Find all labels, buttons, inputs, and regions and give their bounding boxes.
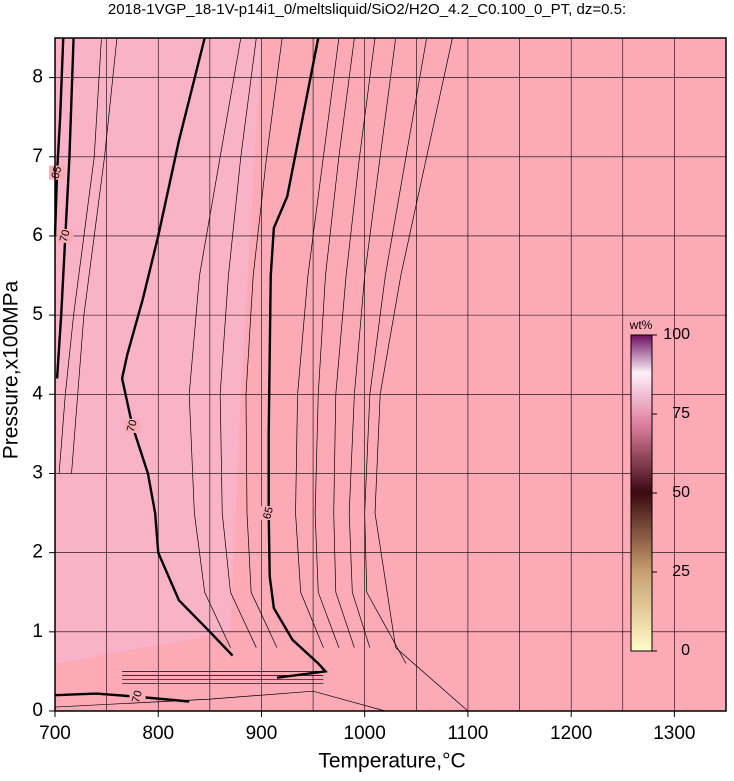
contour-label: 70	[58, 228, 73, 243]
contour-line	[53, 37, 65, 236]
contour-line	[364, 37, 427, 664]
y-tick-label: 0	[32, 700, 43, 721]
y-tick-label: 1	[32, 621, 43, 642]
y-tick-label: 4	[32, 383, 43, 404]
contour-line	[54, 692, 190, 703]
contour-label-bg	[124, 418, 141, 433]
contour-line	[333, 37, 376, 648]
contour-label-bg	[57, 228, 74, 243]
contour-line	[267, 37, 328, 679]
colorbar-tick-label: 25	[672, 563, 690, 580]
contour-line	[188, 37, 242, 648]
chart-title: 2018-1VGP_18-1V-p14i1_0/meltsliquid/SiO2…	[108, 1, 626, 18]
x-tick-label: 900	[246, 723, 278, 744]
y-tick-label: 6	[32, 225, 43, 246]
colorbar-tick-label: 75	[672, 405, 690, 422]
colorbar-tick-label: 50	[672, 484, 690, 501]
x-tick-label: 1300	[653, 723, 695, 744]
y-tick-label: 7	[32, 146, 43, 167]
x-tick-label: 800	[142, 723, 174, 744]
contour-label-bg	[49, 165, 66, 180]
contour-label: 70	[125, 418, 140, 433]
plot-frame	[54, 37, 727, 712]
x-tick-label: 700	[39, 723, 71, 744]
x-axis-label: Temperature,°C	[318, 750, 465, 773]
contour-label: 70	[130, 689, 145, 704]
x-tick-label: 1000	[344, 723, 386, 744]
contour-line	[54, 690, 386, 712]
colorbar-tick-label: 0	[681, 642, 690, 659]
y-axis-label: Pressure,x100MPa	[0, 280, 23, 459]
contour-line	[348, 37, 397, 648]
contour-line	[314, 37, 355, 648]
contour-line	[295, 37, 340, 648]
contour-line	[219, 37, 257, 648]
contour-line	[245, 37, 283, 648]
contour-line	[71, 37, 118, 474]
contour-label: 65	[50, 165, 65, 180]
x-tick-label: 1200	[550, 723, 592, 744]
y-tick-label: 2	[32, 542, 43, 563]
colorbar	[630, 334, 653, 652]
colorbar-label: wt%	[629, 318, 653, 332]
x-tick-label: 1100	[447, 723, 488, 744]
colorbar-tick-label: 100	[663, 326, 690, 343]
contour-label-bg	[129, 689, 146, 704]
y-tick-label: 3	[32, 462, 43, 483]
y-tick-label: 8	[32, 67, 43, 88]
y-tick-label: 5	[32, 304, 43, 325]
contour-line	[58, 37, 102, 474]
contour-label-bg	[260, 506, 277, 521]
contour-label: 65	[261, 506, 276, 521]
contour-line	[374, 37, 469, 712]
